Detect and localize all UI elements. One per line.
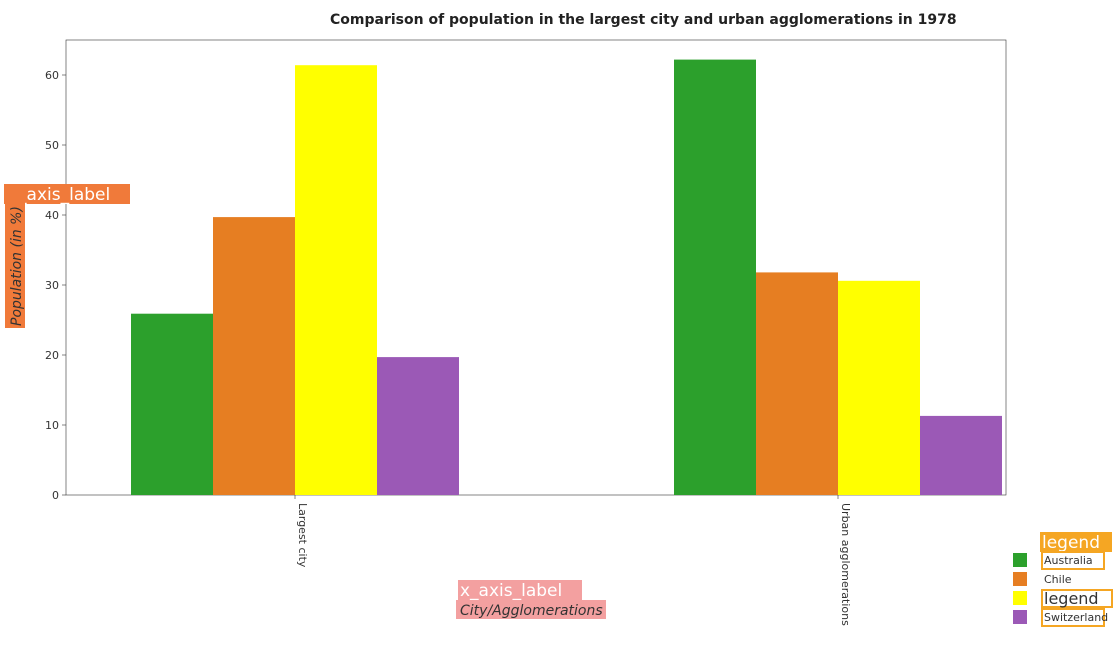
bar-legend-1 [838,280,920,495]
x-tick-label: Largest city [296,503,309,568]
legend-tag: legend [1042,533,1100,553]
bar-chile-0 [213,217,295,495]
x-axis-label-bg [456,600,606,619]
y-axis-tag-bg [4,184,130,204]
bar-australia-0 [131,313,213,495]
bar-australia-1 [674,59,756,495]
x-axis: Largest city Urban agglomerations [294,495,852,626]
legend-tag-box [1041,551,1105,570]
legend-tag-box [1041,608,1105,627]
legend-swatch [1013,610,1027,624]
legend-swatch [1013,553,1027,567]
bar-switzerland-1 [920,415,1002,495]
chart-title: Comparison of population in the largest … [330,12,957,28]
legend-tag-bg [1040,532,1112,552]
bar-chile-1 [756,272,838,495]
bar-switzerland-0 [377,357,459,495]
bar-legend-0 [295,65,377,495]
legend-label: Australia [1044,554,1093,567]
y-tick-label: 60 [45,69,59,82]
x-axis-label: City/Agglomerations [460,603,603,619]
y-tick-label: 20 [45,349,59,362]
x-axis-tag-bg [458,580,582,600]
legend: Australia Chile legend Switzerland [1013,551,1113,627]
legend-swatch [1013,572,1027,586]
y-tick-label: 40 [45,209,59,222]
y-tick-label: 0 [52,489,59,502]
y-tick-label: 50 [45,139,59,152]
y-axis-label: Population (in %) [9,206,25,326]
x-tick-label: Urban agglomerations [839,503,852,626]
y-tick-label: 10 [45,419,59,432]
x-axis-tag: x_axis_label [460,581,562,601]
y-axis: 0 10 20 30 40 50 60 [45,69,66,502]
plot-frame [65,39,1007,496]
legend-tag-box [1041,589,1113,608]
bars [131,59,1002,495]
y-tick-label: 30 [45,279,59,292]
legend-label: Switzerland [1044,611,1108,624]
legend-label: legend [1044,589,1099,608]
y-axis-label-bg [5,184,25,328]
legend-swatch [1013,591,1027,605]
legend-label: Chile [1044,573,1072,586]
y-axis-tag: y_axis_label [8,185,110,205]
